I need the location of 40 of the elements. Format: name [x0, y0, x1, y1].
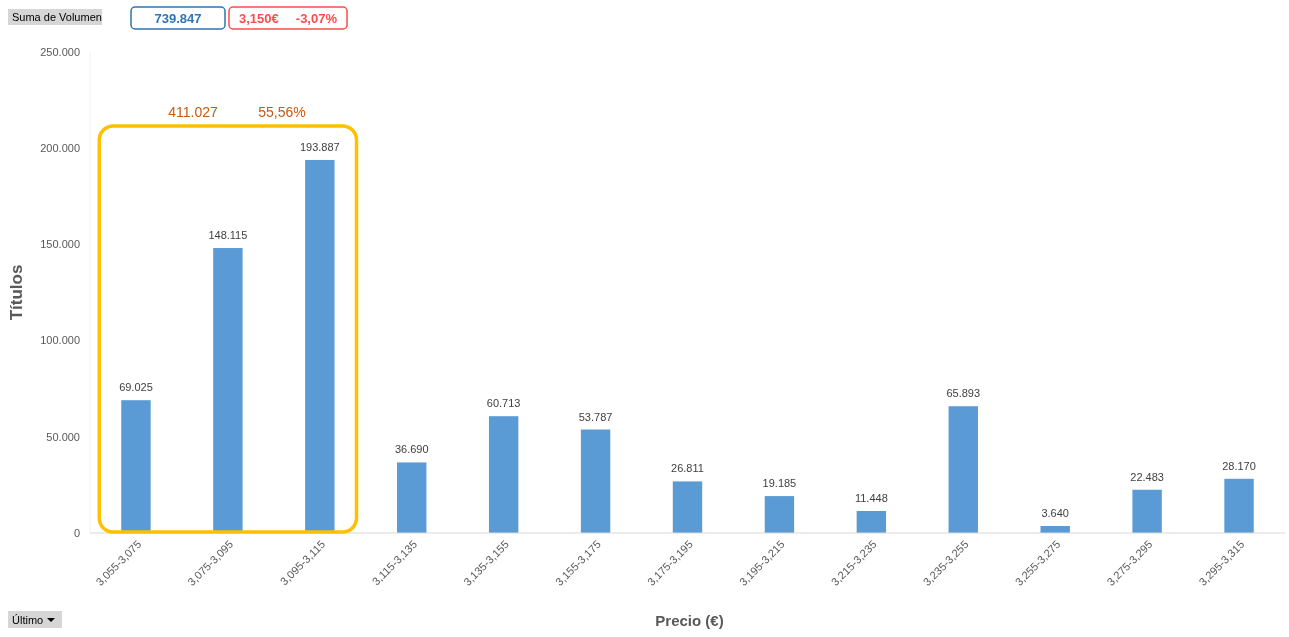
data-label: 11.448: [854, 491, 888, 504]
bar: [856, 510, 887, 533]
data-label: 36.690: [394, 443, 429, 456]
data-label: 60.713: [486, 397, 521, 410]
bar: [121, 400, 151, 533]
data-label: 28.170: [1222, 459, 1256, 472]
text: Suma de Volumen: [12, 11, 102, 23]
bar: [580, 429, 611, 533]
y-tick-label: 50.000: [46, 430, 80, 443]
y-tick-label: 0: [73, 526, 80, 539]
y-tick-label: 150.000: [40, 238, 80, 251]
bar: [672, 481, 703, 533]
bar: [764, 496, 795, 533]
data-label: 26.811: [671, 462, 704, 475]
y-axis-title: Títulos: [7, 264, 26, 321]
data-label: 53.787: [578, 410, 613, 423]
text: 739.847: [154, 11, 202, 26]
data-label: 22.483: [1130, 470, 1164, 483]
annotation: 411.027: [168, 104, 218, 120]
bar: [213, 248, 243, 533]
bar: [1224, 478, 1254, 533]
text: -3,07%: [295, 11, 338, 26]
x-axis-title: Precio (€): [655, 612, 724, 629]
bar: [397, 462, 427, 533]
data-label: 65.893: [946, 387, 981, 400]
data-label: 69.025: [119, 381, 153, 394]
text: Último: [12, 614, 44, 626]
text: 3,150€: [239, 11, 279, 26]
data-label: 148.115: [208, 229, 248, 242]
y-tick-label: 200.000: [40, 142, 80, 155]
data-label: 193.887: [299, 140, 340, 153]
bar: [305, 159, 335, 533]
annotation: 55,56%: [258, 104, 306, 120]
data-label: 19.185: [762, 477, 797, 490]
bar: [1132, 489, 1162, 533]
bar: [948, 406, 978, 533]
y-tick-label: 250.000: [40, 45, 80, 58]
data-label: 3.640: [1041, 507, 1069, 519]
bar: [488, 416, 519, 533]
y-tick-label: 100.000: [40, 334, 80, 347]
